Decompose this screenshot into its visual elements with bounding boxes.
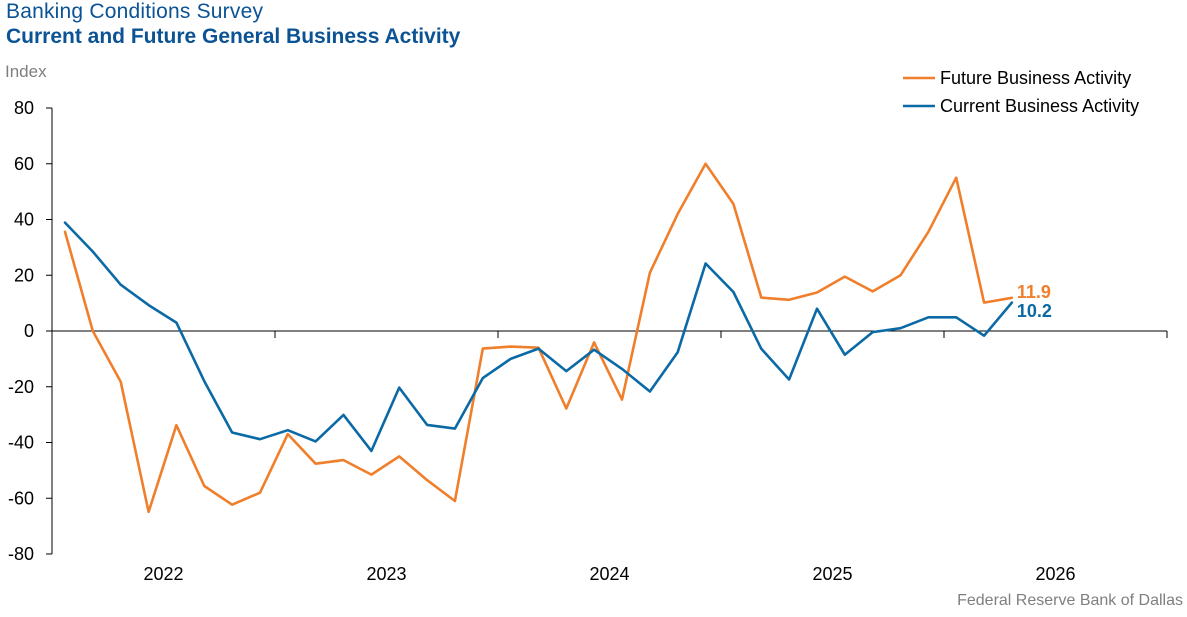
- x-tick-label: 2025: [812, 564, 852, 584]
- y-tick-label: 0: [24, 321, 34, 341]
- end-label-current: 10.2: [1017, 301, 1052, 321]
- y-axis: 80 60 40 20 0 -20 -40 -60 -80: [8, 98, 53, 564]
- series-line-future: [63, 162, 1014, 514]
- legend: Future Business Activity Current Business…: [903, 68, 1139, 116]
- series-line-current: [63, 221, 1014, 453]
- y-tick-label: -20: [8, 377, 34, 397]
- y-tick-label: -80: [8, 544, 34, 564]
- legend-label-current: Current Business Activity: [940, 96, 1139, 116]
- y-tick-label: 60: [14, 154, 34, 174]
- y-tick-label: -60: [8, 488, 34, 508]
- y-tick-label: 20: [14, 265, 34, 285]
- x-tick-label: 2024: [589, 564, 629, 584]
- source-note: Federal Reserve Bank of Dallas: [957, 592, 1183, 609]
- y-tick-label: 40: [14, 210, 34, 230]
- y-tick-label: 80: [14, 98, 34, 118]
- y-axis-label: Index: [5, 62, 47, 81]
- x-tick-label: 2023: [366, 564, 406, 584]
- x-tick-label: 2026: [1035, 564, 1075, 584]
- series-lines: 11.910.2: [63, 162, 1052, 514]
- chart-title: Current and Future General Business Acti…: [6, 25, 461, 48]
- x-axis: 2022 2023 2024 2025 2026: [51, 330, 1168, 584]
- y-tick-label: -40: [8, 433, 34, 453]
- end-label-future: 11.9: [1017, 282, 1051, 302]
- survey-name: Banking Conditions Survey: [6, 0, 264, 23]
- legend-label-future: Future Business Activity: [940, 68, 1131, 88]
- x-tick-label: 2022: [143, 564, 183, 584]
